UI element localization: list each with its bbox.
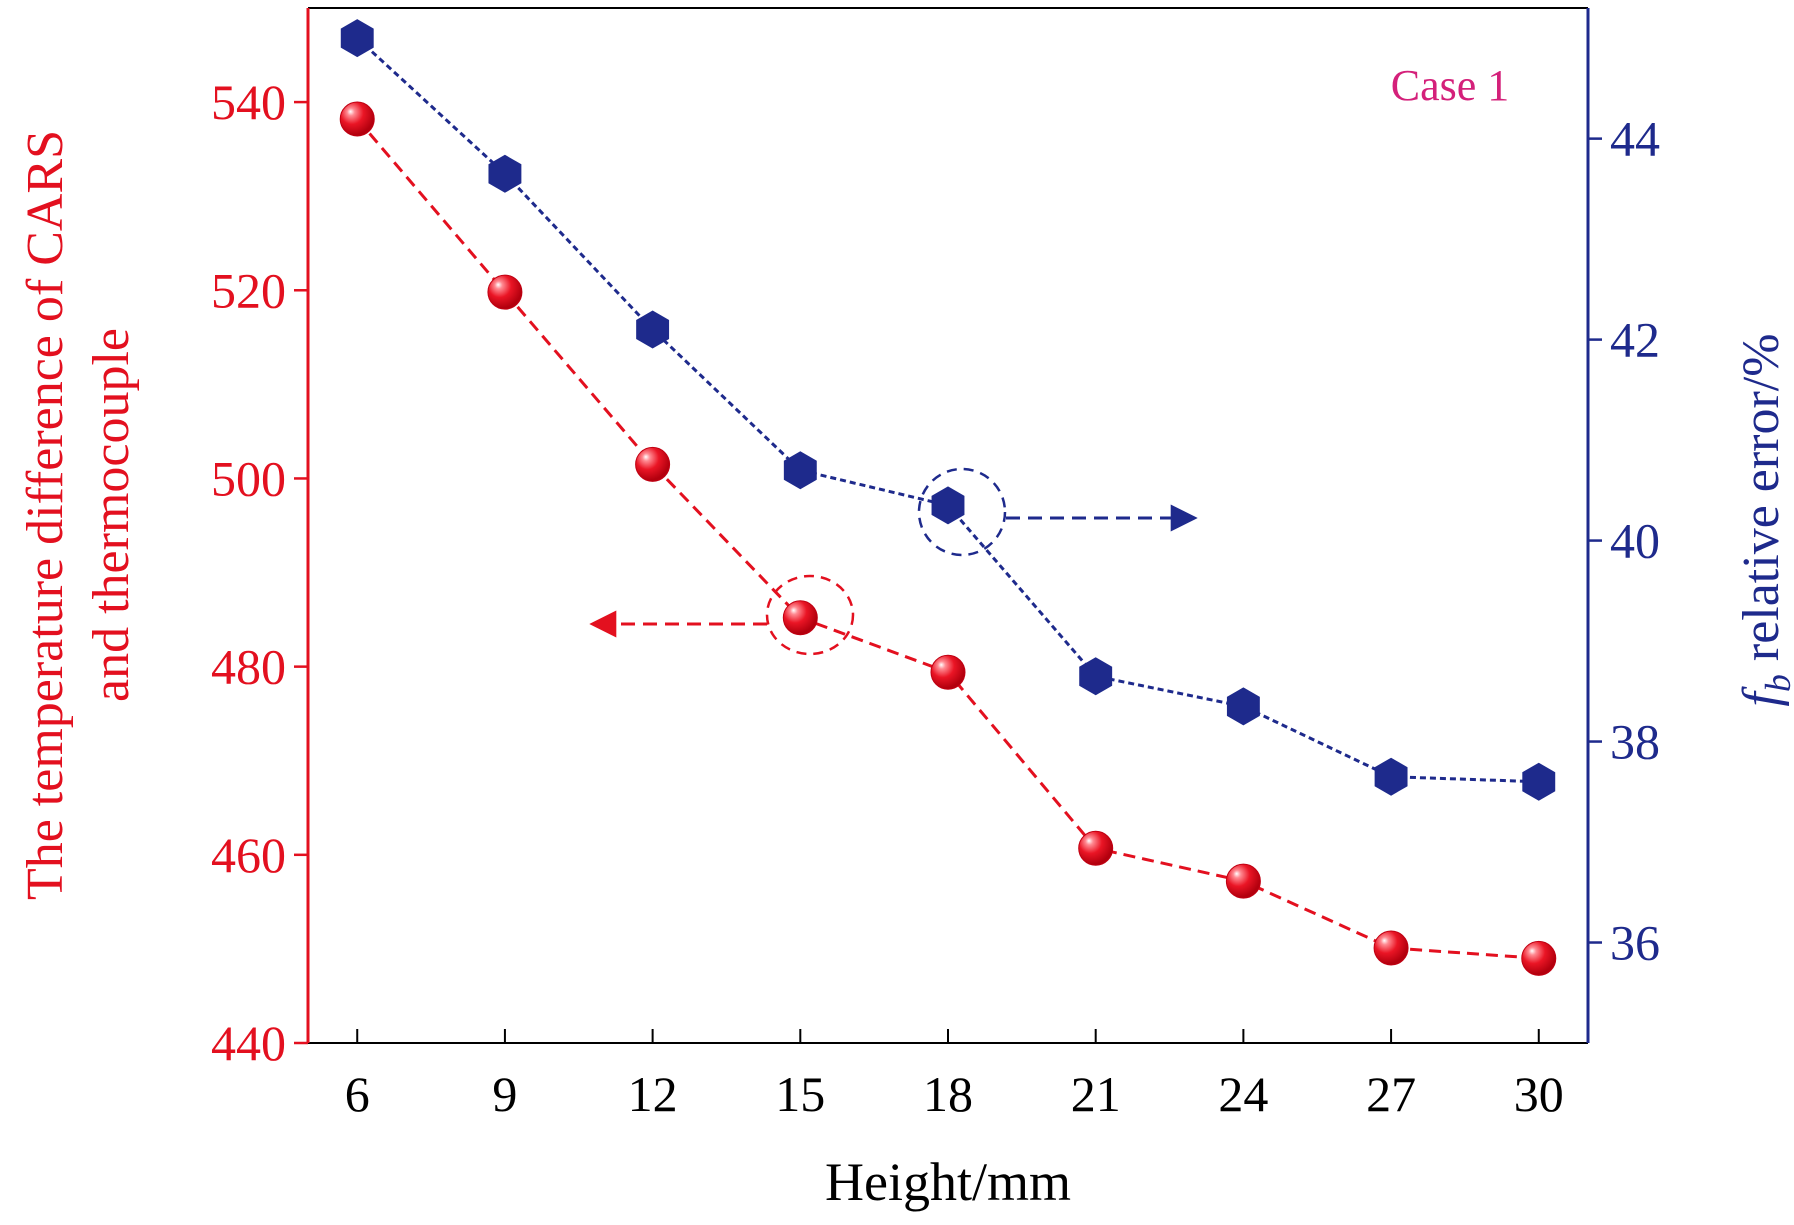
x-tick-label-3: 15 <box>775 1066 825 1122</box>
right-tick-label-4: 44 <box>1610 111 1660 167</box>
right-axis-label: fb relative error/% <box>1733 333 1794 706</box>
x-tick-label-4: 18 <box>923 1066 973 1122</box>
right-tick-label-0: 36 <box>1610 915 1660 971</box>
x-tick-label-1: 9 <box>492 1066 517 1122</box>
series-markers <box>339 19 1557 976</box>
right-series-highlight-circle <box>917 467 1007 557</box>
right-series-point-6 <box>1226 687 1260 726</box>
left-series-point-0 <box>339 101 375 137</box>
right-series-point-1 <box>488 154 522 193</box>
x-tick-label-6: 24 <box>1218 1066 1268 1122</box>
left-series-point-4 <box>930 654 966 690</box>
right-series-point-2 <box>636 310 670 349</box>
right-tick-label-2: 40 <box>1610 513 1660 569</box>
left-series-point-6 <box>1225 863 1261 899</box>
right-series-point-3 <box>783 451 817 490</box>
left-series-point-8 <box>1521 940 1557 976</box>
right-tick-label-3: 42 <box>1610 312 1660 368</box>
right-series-point-8 <box>1522 762 1556 801</box>
right-series-point-5 <box>1079 657 1113 696</box>
left-series-point-3 <box>782 600 818 636</box>
left-tick-label-4: 520 <box>211 262 286 318</box>
x-tick-label-2: 12 <box>628 1066 678 1122</box>
x-tick-label-5: 21 <box>1071 1066 1121 1122</box>
left-axis-ticks: 440 460 480 500 520 540 <box>211 74 308 1071</box>
x-axis-label: Height/mm <box>825 1152 1071 1212</box>
case-annotation: Case 1 <box>1391 61 1510 110</box>
left-tick-label-3: 500 <box>211 450 286 506</box>
left-tick-label-1: 460 <box>211 827 286 883</box>
left-tick-label-5: 540 <box>211 74 286 130</box>
x-tick-label-0: 6 <box>345 1066 370 1122</box>
right-axis-ticks: 36 38 40 42 44 <box>1588 111 1660 971</box>
x-tick-label-7: 27 <box>1366 1066 1416 1122</box>
right-axis-label-text: relative error/% <box>1733 333 1790 674</box>
left-series-point-7 <box>1373 930 1409 966</box>
right-axis-label-subscript: b <box>1758 674 1794 692</box>
right-tick-label-1: 38 <box>1610 714 1660 770</box>
right-series-point-7 <box>1374 757 1408 796</box>
right-series-point-0 <box>340 19 374 58</box>
left-tick-label-0: 440 <box>211 1015 286 1071</box>
left-series-point-2 <box>635 446 671 482</box>
left-axis-label-line1: The temperature difference of CARS <box>17 130 74 900</box>
left-tick-label-2: 480 <box>211 639 286 695</box>
left-series-line <box>356 118 1539 960</box>
x-axis-ticks: 6 9 12 15 18 21 24 27 30 <box>345 1029 1564 1122</box>
right-series-point-4 <box>931 486 965 525</box>
left-axis-label-line2: and thermocouple <box>83 328 140 702</box>
left-series-point-5 <box>1078 830 1114 866</box>
x-tick-label-8: 30 <box>1514 1066 1564 1122</box>
left-series-point-1 <box>487 274 523 310</box>
left-series-highlight-circle <box>765 574 855 656</box>
